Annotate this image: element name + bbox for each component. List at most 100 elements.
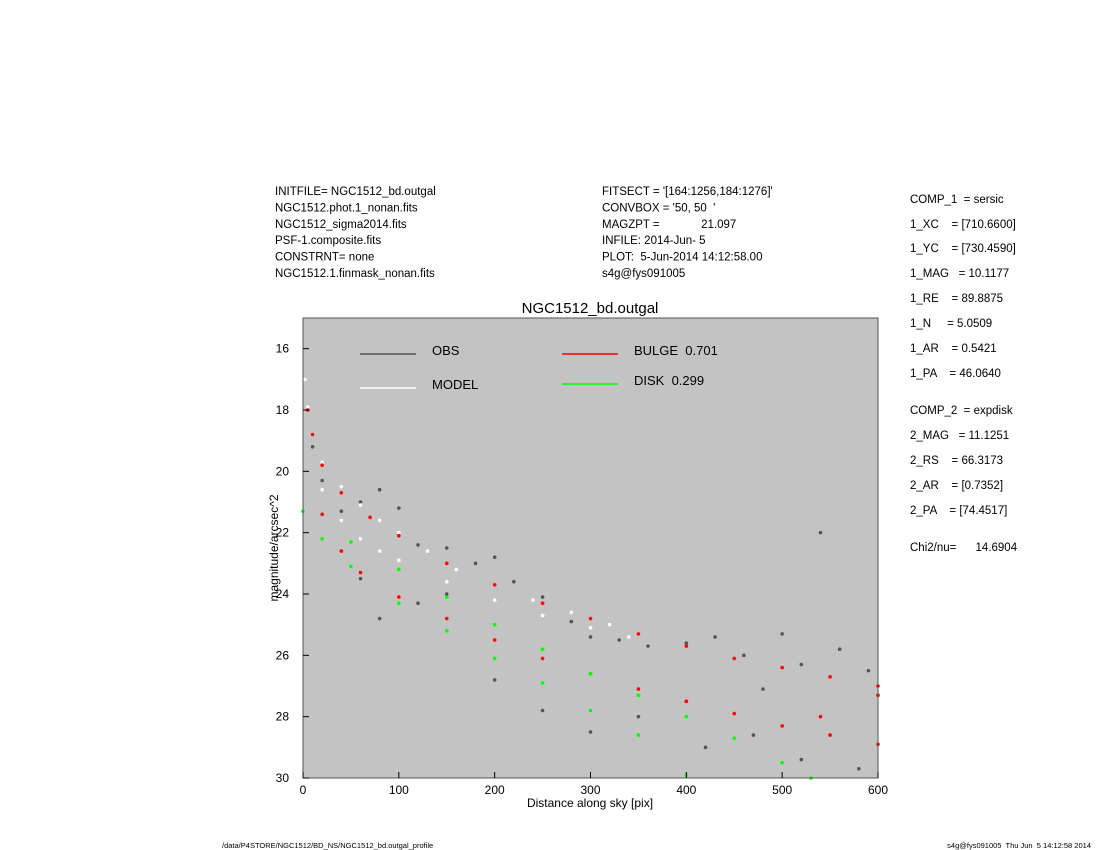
data-point	[780, 724, 784, 728]
y-tick-label: 28	[276, 710, 290, 724]
y-axis-label: magnitude/arcsec^2	[267, 494, 281, 601]
header-left-line: NGC1512.1.finmask_nonan.fits	[275, 268, 435, 280]
y-tick-label: 22	[276, 526, 290, 540]
data-point	[310, 432, 315, 437]
data-point	[444, 616, 449, 621]
data-point	[713, 635, 717, 639]
data-point	[358, 576, 363, 581]
data-point	[320, 537, 324, 541]
data-point	[339, 549, 344, 553]
data-point	[799, 757, 804, 762]
data-point	[397, 530, 401, 535]
header-middle-line: MAGZPT = 21.097	[602, 219, 736, 231]
data-point	[358, 537, 363, 541]
data-point	[320, 487, 324, 492]
header-middle-line: PLOT: 5-Jun-2014 14:12:58.00	[602, 252, 762, 264]
data-point	[349, 564, 353, 569]
chart-title: NGC1512_bd.outgal	[522, 300, 659, 317]
data-point	[416, 601, 420, 605]
data-point	[320, 512, 324, 517]
data-point	[512, 579, 516, 584]
footer-left: /data/P4STORE/NGC1512/BD_NS/NGC1512_bd.o…	[222, 841, 433, 850]
data-point	[636, 687, 641, 691]
header-middle-line: INFILE: 2014-Jun- 5	[602, 235, 706, 247]
data-point	[339, 518, 344, 523]
data-point	[751, 733, 756, 737]
header-left-line: CONSTRNT= none	[275, 252, 374, 264]
data-points	[301, 377, 880, 780]
data-point	[320, 460, 324, 464]
data-point	[761, 687, 765, 691]
fit-parameter: Chi2/nu= 14.6904	[910, 542, 1018, 554]
data-point	[828, 675, 832, 679]
data-point	[540, 613, 545, 618]
data-point	[444, 595, 449, 599]
data-point	[492, 622, 497, 627]
data-point	[540, 595, 545, 599]
data-point	[397, 595, 401, 599]
header-middle-line: s4g@fys091005	[602, 268, 685, 280]
data-point	[492, 678, 497, 682]
data-point	[866, 668, 871, 673]
data-point	[837, 647, 842, 651]
header-left-line: NGC1512_sigma2014.fits	[275, 219, 407, 231]
data-point	[397, 558, 401, 563]
data-point	[684, 699, 689, 704]
y-tick-label: 24	[276, 587, 290, 601]
data-point	[531, 598, 535, 602]
data-point	[780, 665, 784, 670]
data-point	[425, 549, 430, 553]
header-middle-line: CONVBOX = '50, 50 '	[602, 202, 715, 214]
data-point	[473, 561, 478, 566]
data-point	[627, 635, 631, 639]
data-point	[444, 579, 449, 584]
x-tick-label: 100	[389, 783, 409, 797]
data-point	[492, 598, 497, 602]
data-point	[320, 463, 324, 468]
header-left-line: PSF-1.composite.fits	[275, 235, 381, 247]
data-point	[732, 656, 737, 661]
data-point	[492, 656, 497, 661]
data-point	[857, 767, 861, 771]
y-tick-label: 16	[276, 342, 290, 356]
data-point	[397, 601, 401, 605]
data-point	[444, 546, 449, 550]
legend-label: BULGE 0.701	[634, 343, 718, 358]
data-point	[339, 484, 344, 489]
x-tick-label: 300	[580, 783, 600, 797]
y-tick-label: 18	[276, 403, 290, 417]
data-point	[818, 714, 823, 719]
data-point	[397, 533, 401, 538]
data-point	[780, 632, 784, 636]
data-point	[377, 518, 382, 523]
legend-label: OBS	[432, 343, 460, 358]
data-point	[358, 570, 363, 575]
data-point	[569, 610, 574, 615]
data-point	[828, 733, 832, 737]
fit-parameter: 2_RS = 66.3173	[910, 455, 1003, 467]
data-point	[703, 745, 708, 750]
data-point	[732, 736, 737, 740]
data-point	[569, 619, 574, 624]
data-point	[320, 478, 324, 483]
fit-parameter: COMP_1 = sersic	[910, 194, 1004, 206]
data-point	[416, 543, 420, 547]
data-point	[588, 625, 593, 630]
fit-parameter: COMP_2 = expdisk	[910, 405, 1013, 417]
data-point	[617, 638, 622, 642]
data-point	[636, 632, 641, 636]
data-point	[444, 629, 449, 633]
data-point	[540, 601, 545, 605]
y-tick-label: 30	[276, 771, 290, 785]
x-tick-label: 200	[485, 783, 505, 797]
data-point	[358, 503, 363, 507]
data-point	[799, 662, 804, 667]
data-point	[339, 509, 344, 513]
data-point	[732, 711, 737, 716]
data-point	[588, 671, 593, 676]
data-point	[358, 500, 363, 504]
data-point	[636, 693, 641, 697]
data-point	[540, 681, 545, 685]
fit-parameter: 1_N = 5.0509	[910, 318, 992, 330]
